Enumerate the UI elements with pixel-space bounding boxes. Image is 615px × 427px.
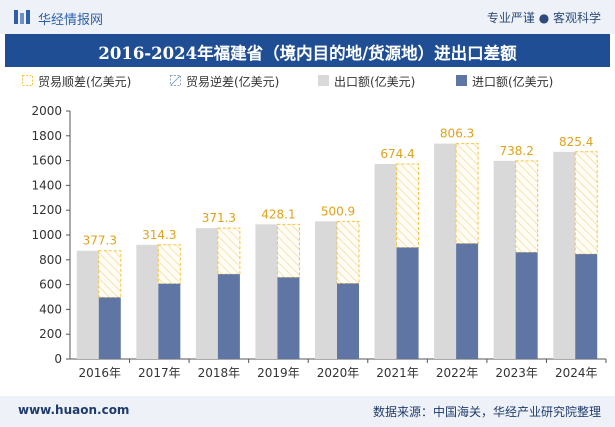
footer: www.huaon.com 数据来源：中国海关，华经产业研究院整理 [0,396,615,427]
surplus-bar [515,160,539,253]
surplus-bar [276,223,300,278]
legend-surplus-swatch [22,75,33,86]
footer-url[interactable]: www.huaon.com [18,403,130,417]
surplus-bar [455,143,479,245]
title-bar: 2016-2024年福建省（境内目的地/货源地）进出口差额 [5,34,610,67]
x-tick-label: 2024年 [555,366,598,380]
x-tick-label: 2017年 [138,366,181,380]
export-bar [493,160,516,359]
x-tick-label: 2022年 [436,366,479,380]
legend-deficit-label: 贸易逆差(亿美元) [186,75,280,89]
surplus-data-label: 806.3 [440,127,474,141]
legend: 贸易顺差(亿美元) 贸易逆差(亿美元) 出口额(亿美元) 进口额(亿美元) [0,73,615,93]
export-bar [76,250,99,359]
import-bar [217,274,240,359]
surplus-data-label: 314.3 [142,228,176,242]
surplus-bar [336,220,360,284]
surplus-data-label: 428.1 [261,207,295,221]
surplus-data-label: 371.3 [202,211,236,225]
import-bar [277,277,300,359]
surplus-bar [217,227,241,275]
brand-name: 华经情报网 [38,13,104,28]
export-bar [255,224,278,359]
y-tick-label: 600 [39,278,62,292]
surplus-data-label: 500.9 [321,204,355,218]
surplus-bar [157,244,181,285]
bar-layer: 377.3 314.3 371.3 428.1 500.9 674.4 806.3 738.2… [76,127,598,359]
y-tick-label: 1600 [31,154,62,168]
import-bar [98,297,121,359]
chart-title: 2016-2024年福建省（境内目的地/货源地）进出口差额 [98,44,517,63]
y-tick-label: 1400 [31,178,62,192]
surplus-data-label: 674.4 [380,147,414,161]
surplus-bar [98,250,122,299]
brand-logo-icon [14,10,30,24]
surplus-data-label: 377.3 [83,234,117,248]
import-bar [158,283,181,359]
surplus-bar [396,163,420,249]
legend-deficit-swatch [170,75,181,86]
export-bar [195,228,218,359]
import-bar [456,243,479,359]
export-bar [374,163,397,359]
export-bar [136,244,159,359]
y-tick-label: 800 [39,253,62,267]
x-tick-label: 2016年 [79,366,122,380]
y-tick-label: 1000 [31,228,62,242]
y-tick-label: 1200 [31,203,62,217]
import-bar [515,252,538,359]
data-source: 数据来源：中国海关，华经产业研究院整理 [372,405,601,419]
legend-import-swatch [456,75,467,86]
x-tick-label: 2021年 [376,366,419,380]
surplus-data-label: 738.2 [499,144,533,158]
import-bar [575,254,598,359]
y-tick-label: 2000 [31,104,62,118]
legend-surplus-label: 贸易顺差(亿美元) [38,75,132,89]
x-tick-label: 2023年 [495,366,538,380]
legend-import-label: 进口额(亿美元) [472,75,554,89]
export-bar [553,151,576,359]
bar-chart: 0 200 400 600 800 1000 1200 1400 1600 1800 2000 201… [31,104,607,380]
y-tick-label: 200 [39,327,62,341]
legend-export-label: 出口额(亿美元) [334,75,416,89]
slogan: 专业严谨 ● 客观科学 [486,11,601,25]
legend-export-swatch [318,75,329,86]
export-bar [315,221,337,359]
x-tick-label: 2020年 [317,366,360,380]
export-bar [434,143,457,359]
y-tick-label: 400 [39,302,62,316]
top-bar: 华经情报网 专业严谨 ● 客观科学 [0,0,615,34]
x-tick-label: 2019年 [257,366,300,380]
y-tick-label: 0 [54,352,62,366]
surplus-data-label: 825.4 [559,135,593,149]
x-tick-label: 2018年 [198,366,241,380]
import-bar [337,283,359,359]
surplus-bar [574,151,598,255]
y-tick-label: 1800 [31,129,62,143]
import-bar [396,247,419,359]
